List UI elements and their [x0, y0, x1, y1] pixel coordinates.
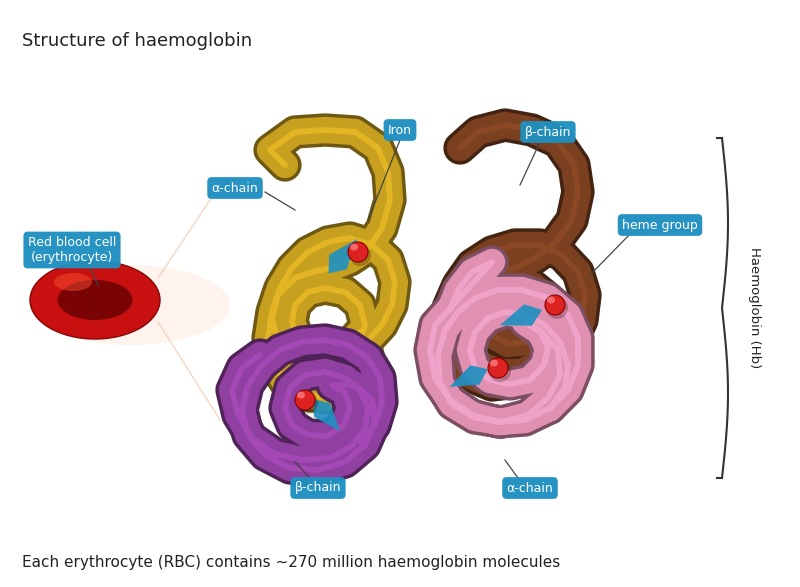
- Ellipse shape: [545, 295, 565, 315]
- Text: β-chain: β-chain: [294, 481, 342, 494]
- Text: β-chain: β-chain: [525, 126, 571, 139]
- Polygon shape: [500, 304, 542, 326]
- Ellipse shape: [490, 359, 498, 366]
- Polygon shape: [313, 399, 340, 431]
- Text: heme group: heme group: [622, 218, 698, 231]
- Ellipse shape: [348, 242, 368, 262]
- Text: α-chain: α-chain: [506, 481, 554, 494]
- Ellipse shape: [30, 265, 230, 345]
- Ellipse shape: [58, 280, 133, 320]
- Text: Each erythrocyte (RBC) contains ~270 million haemoglobin molecules: Each erythrocyte (RBC) contains ~270 mil…: [22, 555, 560, 570]
- Text: Structure of haemoglobin: Structure of haemoglobin: [22, 32, 252, 50]
- Ellipse shape: [297, 392, 305, 399]
- Polygon shape: [450, 365, 488, 387]
- Ellipse shape: [488, 358, 508, 378]
- Ellipse shape: [30, 261, 160, 339]
- Polygon shape: [328, 239, 358, 274]
- Ellipse shape: [296, 392, 318, 414]
- Ellipse shape: [349, 244, 371, 266]
- Text: Iron: Iron: [388, 123, 412, 137]
- Ellipse shape: [547, 296, 555, 303]
- Ellipse shape: [489, 360, 511, 382]
- Ellipse shape: [54, 273, 92, 291]
- Ellipse shape: [350, 244, 358, 251]
- Ellipse shape: [546, 297, 568, 319]
- Text: Red blood cell
(erythrocyte): Red blood cell (erythrocyte): [28, 236, 116, 264]
- Text: α-chain: α-chain: [212, 181, 258, 194]
- Text: Haemoglobin (Hb): Haemoglobin (Hb): [749, 247, 762, 369]
- Ellipse shape: [295, 390, 315, 410]
